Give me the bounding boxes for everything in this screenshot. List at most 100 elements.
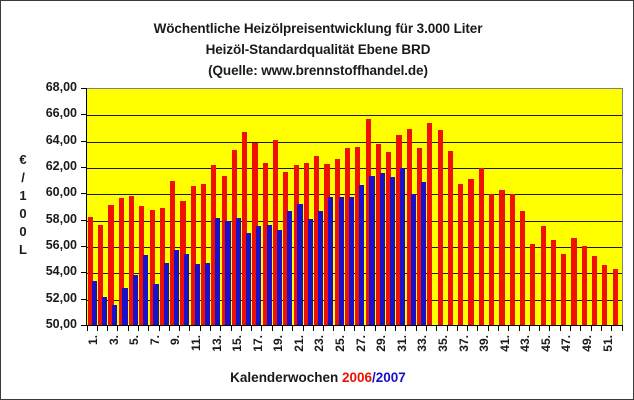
bar-2006-week-9 bbox=[170, 181, 176, 326]
chart-subtitle: Heizöl-Standardqualität Ebene BRD bbox=[205, 42, 431, 57]
x-tick-label: 13. bbox=[209, 335, 224, 352]
bar-2006-week-45 bbox=[540, 225, 546, 326]
x-tick bbox=[374, 326, 376, 331]
x-tick bbox=[477, 326, 479, 331]
bar-2007-week-6 bbox=[143, 254, 149, 326]
bar-2007-week-23 bbox=[317, 211, 324, 326]
y-axis-title-char: 0 bbox=[19, 224, 27, 239]
x-tick-label: 51. bbox=[600, 335, 615, 352]
bar-2006-week-3 bbox=[108, 204, 114, 326]
x-tick-label: 35. bbox=[435, 335, 450, 352]
x-tick bbox=[271, 326, 273, 331]
bar-2006-week-11 bbox=[190, 186, 196, 326]
x-tick bbox=[456, 326, 458, 331]
x-tick bbox=[518, 326, 520, 331]
legend-year-2007: 2007 bbox=[375, 370, 406, 385]
bar-2006-week-14 bbox=[221, 175, 227, 326]
bar-2007-week-28 bbox=[369, 175, 375, 326]
bar-2007-week-15 bbox=[235, 218, 241, 326]
x-tick bbox=[395, 326, 397, 331]
bar-2007-week-11 bbox=[194, 264, 200, 326]
y-axis-title-char: € bbox=[19, 152, 27, 167]
x-tick bbox=[364, 326, 366, 331]
x-tick bbox=[415, 326, 417, 331]
x-tick bbox=[148, 326, 150, 331]
x-tick-label: 23. bbox=[312, 335, 327, 352]
x-tick bbox=[86, 326, 88, 331]
x-tick-label: 27. bbox=[353, 335, 368, 352]
x-tick-label: 49. bbox=[579, 335, 594, 352]
y-tick bbox=[81, 193, 87, 195]
x-tick bbox=[405, 326, 407, 331]
bar-2006-week-4 bbox=[118, 198, 124, 326]
bar-2006-week-29 bbox=[375, 144, 382, 326]
bar-2007-week-27 bbox=[359, 185, 365, 326]
bar-2007-week-20 bbox=[287, 211, 293, 326]
x-axis-line bbox=[86, 325, 623, 326]
bar-2006-week-36 bbox=[447, 150, 454, 326]
y-tick-label: 50,00 bbox=[45, 317, 77, 331]
x-tick-label: 25. bbox=[333, 335, 348, 352]
bar-2007-week-2 bbox=[101, 297, 108, 326]
bar-2006-week-13 bbox=[211, 165, 217, 326]
y-tick-label: 58,00 bbox=[45, 211, 77, 226]
bar-2006-week-30 bbox=[386, 152, 392, 326]
bar-2007-week-1 bbox=[91, 281, 97, 326]
bar-2006-week-6 bbox=[139, 206, 145, 326]
x-tick-label: 1. bbox=[86, 335, 101, 346]
y-tick bbox=[81, 140, 87, 142]
x-tick-label: 3. bbox=[106, 335, 121, 346]
y-tick bbox=[81, 298, 87, 300]
y-tick-label: 68,00 bbox=[45, 80, 77, 94]
bar-2006-week-48 bbox=[571, 237, 577, 326]
bar-2006-week-10 bbox=[180, 200, 186, 326]
gridline bbox=[87, 115, 622, 117]
x-tick bbox=[498, 326, 500, 331]
x-tick bbox=[436, 326, 438, 331]
y-tick-label: 52,00 bbox=[45, 290, 77, 305]
x-tick-label: 15. bbox=[230, 335, 245, 352]
bar-2007-week-14 bbox=[225, 220, 231, 326]
x-tick-label: 39. bbox=[477, 335, 492, 352]
x-tick bbox=[323, 326, 325, 331]
y-tick-label: 54,00 bbox=[45, 264, 77, 279]
chart-source: (Quelle: www.brennstoffhandel.de) bbox=[208, 63, 428, 78]
bar-2006-week-49 bbox=[581, 245, 587, 326]
bar-2006-week-43 bbox=[519, 211, 526, 326]
x-tick bbox=[570, 326, 572, 331]
x-tick bbox=[189, 326, 191, 331]
bar-2006-week-50 bbox=[591, 256, 598, 326]
x-tick-label: 17. bbox=[250, 335, 265, 352]
bar-2007-week-4 bbox=[122, 287, 128, 326]
y-tick bbox=[81, 219, 87, 221]
bar-2006-week-44 bbox=[530, 244, 536, 326]
bar-2007-week-9 bbox=[173, 249, 180, 326]
x-tick bbox=[137, 326, 139, 331]
x-axis-title: Kalenderwochen 2006/2007 bbox=[1, 370, 634, 385]
x-tick bbox=[333, 326, 335, 331]
x-tick-label: 7. bbox=[147, 335, 162, 346]
bar-2007-week-22 bbox=[307, 219, 313, 326]
bar-2006-week-21 bbox=[293, 165, 299, 326]
bar-2006-week-20 bbox=[283, 171, 289, 326]
x-tick bbox=[508, 326, 510, 331]
bar-2006-week-2 bbox=[98, 224, 104, 326]
bar-2006-week-22 bbox=[303, 162, 310, 326]
gridline bbox=[87, 141, 622, 143]
legend-year-2006: 2006 bbox=[341, 370, 372, 385]
bar-2007-week-5 bbox=[132, 274, 138, 326]
x-tick bbox=[117, 326, 119, 331]
bar-2007-week-30 bbox=[389, 177, 396, 326]
x-tick-label: 21. bbox=[291, 335, 306, 352]
bar-2007-week-32 bbox=[410, 194, 416, 326]
x-tick bbox=[559, 326, 561, 331]
x-tick bbox=[261, 326, 263, 331]
bar-2007-week-8 bbox=[163, 262, 169, 326]
x-tick bbox=[611, 326, 613, 331]
bar-2007-week-31 bbox=[400, 168, 406, 326]
bar-2006-week-51 bbox=[602, 265, 608, 326]
bar-2007-week-12 bbox=[204, 262, 210, 326]
bar-2007-week-24 bbox=[328, 196, 334, 326]
y-tick bbox=[81, 114, 87, 116]
